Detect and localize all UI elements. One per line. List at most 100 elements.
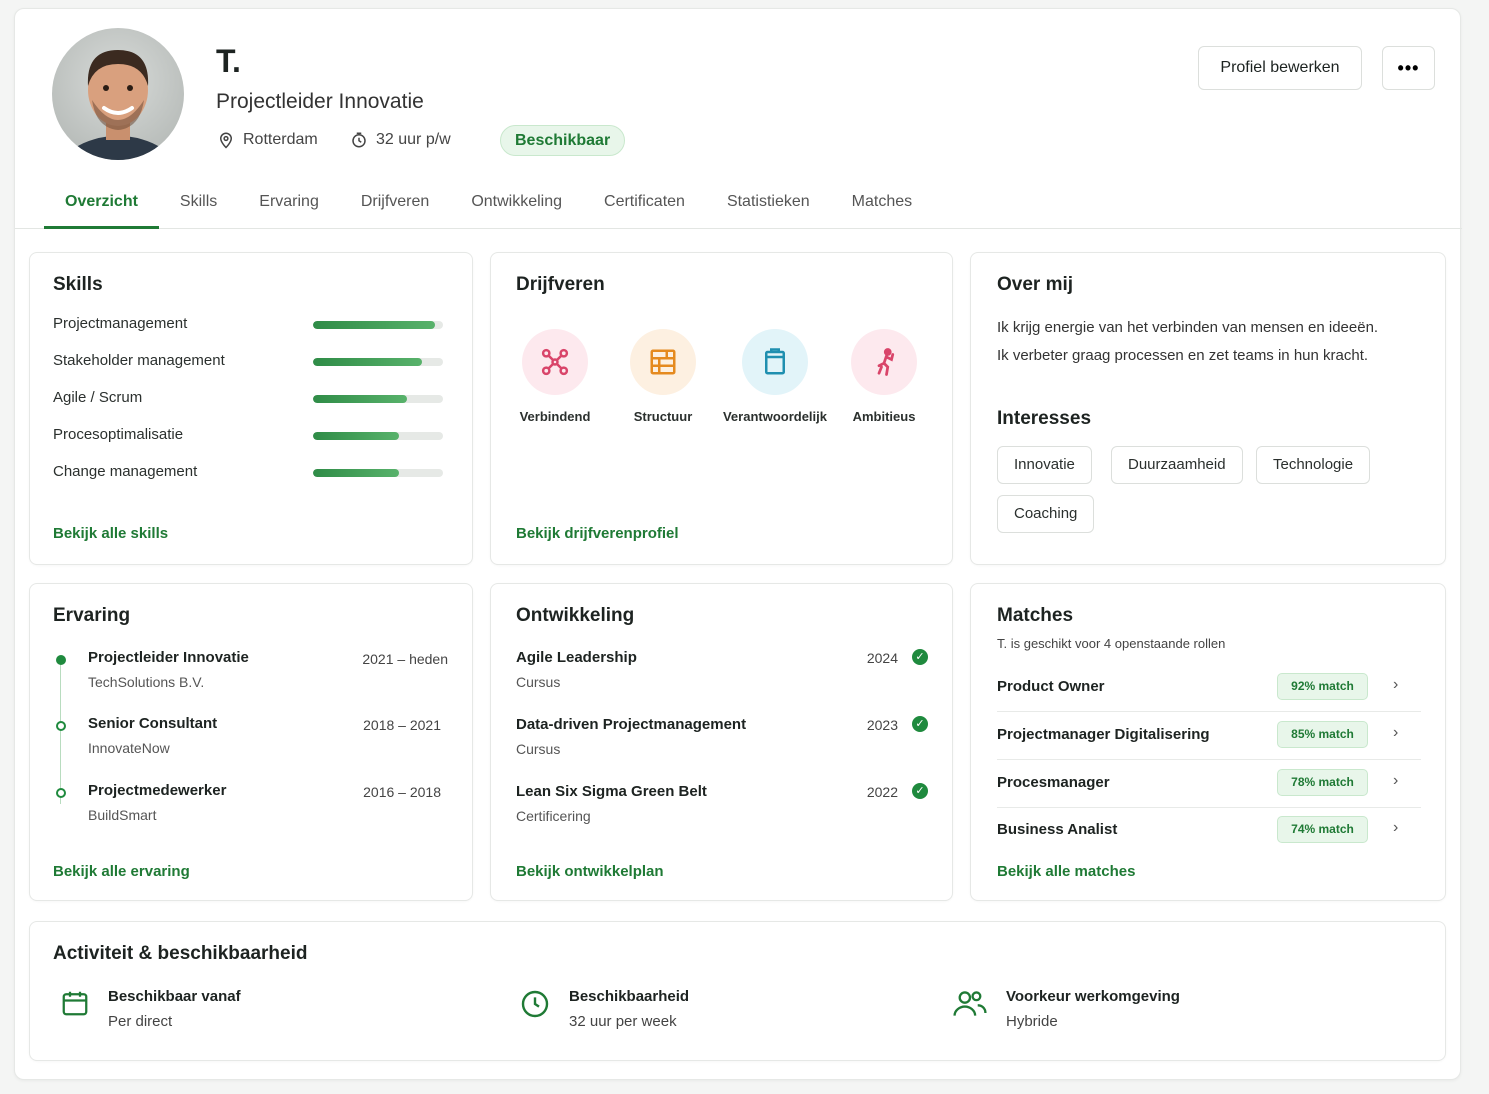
view-all-matches-link[interactable]: Bekijk alle matches <box>997 863 1136 880</box>
skill-bar <box>313 432 443 440</box>
tab-ervaring[interactable]: Ervaring <box>259 193 319 210</box>
interest-chip[interactable]: Technologie <box>1256 446 1371 484</box>
profile-page: T. Projectleider Innovatie Rotterdam 32 … <box>14 8 1462 1080</box>
tab-drijfveren[interactable]: Drijfveren <box>360 193 430 210</box>
experience-period: 2016 – 2018 <box>363 784 441 800</box>
view-drivers-profile-link[interactable]: Bekijk drijfverenprofiel <box>516 525 679 542</box>
experience-company: TechSolutions B.V. <box>88 674 205 690</box>
skill-bar <box>313 321 443 329</box>
skill-label: Projectmanagement <box>53 315 188 332</box>
skill-label: Change management <box>53 463 198 480</box>
view-development-plan-link[interactable]: Bekijk ontwikkelplan <box>516 863 664 880</box>
development-item: Lean Six Sigma Green Belt Certificering … <box>516 783 928 824</box>
match-title: Projectmanager Digitalisering <box>997 726 1210 743</box>
about-text: Ik krijg energie van het verbinden van m… <box>997 314 1417 370</box>
skill-label: Procesoptimalisatie <box>53 426 184 443</box>
tab-ontwikkeling[interactable]: Ontwikkeling <box>471 193 563 210</box>
interests-title: Interesses <box>997 408 1092 429</box>
activity-value: Per direct <box>108 1013 173 1030</box>
about-line: Ik krijg energie van het verbinden van m… <box>997 319 1379 336</box>
experience-role: Senior Consultant <box>88 715 218 732</box>
match-score-badge: 74% match <box>1277 816 1368 843</box>
driver-icon-wrap <box>522 329 588 395</box>
skills-card: Skills Projectmanagement Stakeholder man… <box>29 252 473 565</box>
drivers-card: Drijfveren Verbindend Structuur Verantwo… <box>490 252 953 565</box>
match-row[interactable]: Business Analist 74% match › <box>997 807 1421 855</box>
activity-label: Beschikbaarheid <box>569 988 690 1005</box>
check-icon: ✓ <box>912 649 928 665</box>
avatar <box>52 28 184 160</box>
about-card: Over mij Ik krijg energie van het verbin… <box>970 252 1446 565</box>
activity-label: Voorkeur werkomgeving <box>1006 988 1180 1005</box>
about-line: Ik verbeter graag processen en zet teams… <box>997 347 1369 364</box>
development-year: 2022 <box>866 784 898 800</box>
profile-role: Projectleider Innovatie <box>216 90 424 113</box>
experience-card: Ervaring Projectleider Innovatie TechSol… <box>29 583 473 901</box>
match-title: Procesmanager <box>997 774 1110 791</box>
match-row[interactable]: Product Owner 92% match › <box>997 664 1421 712</box>
matches-subtitle: T. is geschikt voor 4 openstaande rollen <box>997 636 1226 651</box>
interest-chip[interactable]: Coaching <box>997 495 1095 533</box>
tab-overzicht[interactable]: Overzicht <box>44 179 159 229</box>
skill-row: Stakeholder management <box>53 352 443 372</box>
matches-title: Matches <box>997 605 1074 626</box>
clock-icon <box>352 132 366 148</box>
timeline-dot <box>56 788 66 798</box>
skill-bar-fill <box>313 321 436 329</box>
more-options-button[interactable]: ••• <box>1382 46 1435 90</box>
development-year: 2024 <box>866 650 898 666</box>
tab-matches[interactable]: Matches <box>851 193 913 210</box>
skill-bar <box>313 395 443 403</box>
experience-period: 2021 – heden <box>362 651 448 667</box>
tab-statistieken[interactable]: Statistieken <box>726 193 810 210</box>
activity-card: Activiteit & beschikbaarheid Beschikbaar… <box>29 921 1446 1061</box>
match-score-badge: 78% match <box>1277 769 1368 796</box>
tab-skills[interactable]: Skills <box>179 193 218 210</box>
match-score-badge: 85% match <box>1277 721 1368 748</box>
experience-title: Ervaring <box>53 605 131 626</box>
development-title: Data-driven Projectmanagement <box>516 716 747 733</box>
development-title: Lean Six Sigma Green Belt <box>516 783 707 800</box>
skill-bar-fill <box>313 358 423 366</box>
edit-profile-button[interactable]: Profiel bewerken <box>1198 46 1362 90</box>
experience-item: Projectleider Innovatie TechSolutions B.… <box>88 649 448 690</box>
view-all-experience-link[interactable]: Bekijk alle ervaring <box>53 863 190 880</box>
chevron-right-icon[interactable]: › <box>1393 772 1399 789</box>
skill-bar-fill <box>313 432 399 440</box>
skill-bar-fill <box>313 395 407 403</box>
chevron-right-icon[interactable]: › <box>1393 676 1399 693</box>
users-icon <box>953 991 987 1016</box>
experience-item: Projectmedewerker BuildSmart 2016 – 2018 <box>88 782 448 823</box>
development-item: Agile Leadership Cursus 2024 ✓ <box>516 649 928 690</box>
chevron-right-icon[interactable]: › <box>1393 819 1399 836</box>
driver-item: Structuur <box>603 329 723 424</box>
driver-icon-wrap <box>742 329 808 395</box>
climber-icon <box>877 348 895 376</box>
location-meta: Rotterdam <box>217 131 318 149</box>
development-card: Ontwikkeling Agile Leadership Cursus 202… <box>490 583 953 901</box>
timeline-dot <box>56 655 66 665</box>
clipboard-icon <box>765 348 785 375</box>
activity-value: 32 uur per week <box>569 1013 677 1030</box>
driver-label: Ambitieus <box>852 409 916 424</box>
experience-role: Projectmedewerker <box>88 782 227 799</box>
tab-certificaten[interactable]: Certificaten <box>604 193 685 210</box>
driver-item: Verbindend <box>495 329 615 424</box>
match-row[interactable]: Projectmanager Digitalisering 85% match … <box>997 712 1421 760</box>
check-icon: ✓ <box>912 716 928 732</box>
experience-company: BuildSmart <box>88 807 157 823</box>
profile-name: T. <box>216 43 241 79</box>
driver-label: Verbindend <box>519 409 591 424</box>
skill-label: Stakeholder management <box>53 352 225 369</box>
match-row[interactable]: Procesmanager 78% match › <box>997 760 1421 808</box>
activity-value: Hybride <box>1006 1013 1058 1030</box>
development-title: Ontwikkeling <box>516 605 635 626</box>
interest-chip[interactable]: Duurzaamheid <box>1111 446 1243 484</box>
interest-chip[interactable]: Innovatie <box>997 446 1092 484</box>
activity-item: Beschikbaar vanaf Per direct <box>60 988 241 1030</box>
driver-item: Ambitieus <box>824 329 944 424</box>
view-all-skills-link[interactable]: Bekijk alle skills <box>53 525 169 542</box>
experience-item: Senior Consultant InnovateNow 2018 – 202… <box>88 715 448 756</box>
skill-bar <box>313 358 443 366</box>
chevron-right-icon[interactable]: › <box>1393 724 1399 741</box>
